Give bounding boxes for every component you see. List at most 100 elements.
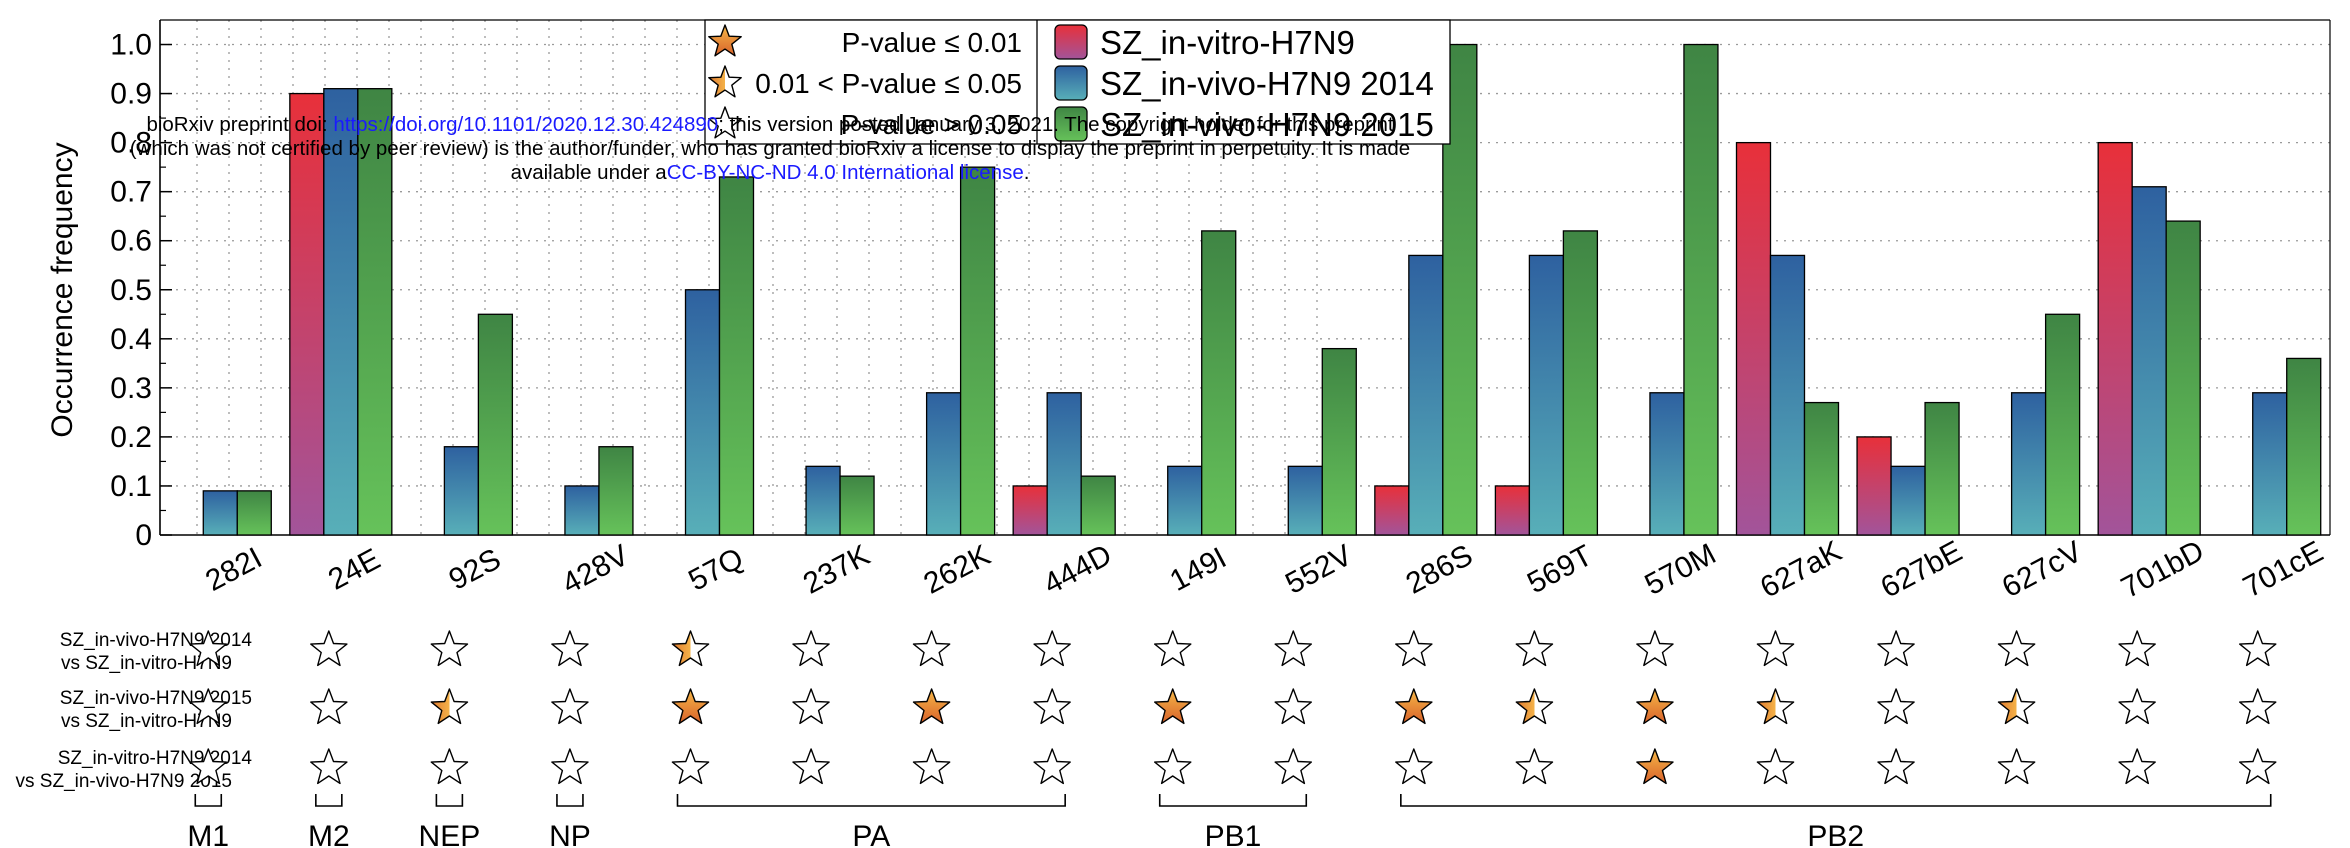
comparison-label-line1: SZ_in-vitro-H7N9 2014 (58, 748, 253, 769)
significance-star-444D-row-2 (1033, 688, 1071, 725)
x-tick-label: 24E (323, 543, 386, 597)
bar-569T-series-2 (1528, 254, 1565, 536)
bar-444D-series-2 (1046, 392, 1082, 536)
significance-star-149I-row-3 (1153, 748, 1192, 785)
bars (202, 43, 2322, 536)
bar-627cV-series-2 (2010, 392, 2047, 536)
significance-star-701cE-row-3 (2238, 748, 2277, 785)
comparison-label-line1: SZ_in-vivo-H7N9 2015 (60, 688, 252, 709)
y-tick-label: 0 (135, 519, 152, 552)
comparison-label-line2: vs SZ_in-vivo-H7N9 2015 (16, 771, 232, 792)
significance-star-701bD-row-1 (2118, 630, 2156, 667)
bar-627aK-series-2 (1769, 254, 1806, 536)
y-tick-label: 1.0 (110, 29, 152, 62)
notice-prefix: bioRxiv preprint doi: (146, 113, 334, 136)
significance-star-428V-row-3 (551, 748, 589, 785)
significance-star-627cV-row-1 (1997, 630, 2036, 667)
bar-57Q-series-3 (718, 176, 755, 536)
significance-star-282I-row-2 (189, 688, 228, 725)
x-tick-label: 262K (918, 539, 995, 601)
significance-star-92S-row-2 (430, 688, 469, 725)
doi-link[interactable]: https://doi.org/10.1101/2020.12.30.42489… (333, 113, 719, 136)
group-bracket-M1 (194, 794, 223, 807)
y-tick-label: 0.5 (110, 274, 152, 307)
significance-star-570M-row-1 (1636, 630, 1674, 667)
bar-428V-series-2 (564, 485, 600, 536)
notice-suffix: ; this version posted January 3, 2021. T… (718, 113, 1394, 136)
significance-star-627bE-row-3 (1877, 748, 1915, 785)
significance-star-570M-row-3 (1636, 748, 1674, 785)
x-tick-label: 569T (1522, 539, 1598, 600)
significance-star-701cE-row-1 (2238, 630, 2277, 667)
notice-line-3: available under aCC-BY-NC-ND 4.0 Interna… (80, 161, 1460, 185)
significance-star-286S-row-1 (1395, 630, 1433, 667)
x-tick-label: 282I (200, 541, 267, 598)
x-tick-label: 286S (1401, 539, 1478, 601)
preprint-notice: bioRxiv preprint doi: https://doi.org/10… (80, 113, 1460, 185)
y-tick-label: 0.1 (110, 470, 152, 503)
significance-star-444D-row-1 (1033, 630, 1071, 667)
significance-star-286S-row-2 (1395, 688, 1433, 725)
significance-star-92S-row-1 (430, 630, 469, 667)
significance-star-57Q-row-3 (671, 748, 710, 785)
legend-star-half (708, 65, 742, 98)
bar-569T-series-1 (1494, 485, 1531, 536)
bar-701bD-series-2 (2131, 186, 2167, 536)
y-axis-label: Occurrence frequency (46, 142, 79, 437)
bar-237K-series-3 (839, 475, 875, 536)
significance-star-570M-row-2 (1636, 688, 1674, 725)
bar-286S-series-1 (1374, 485, 1410, 536)
bar-444D-series-3 (1080, 475, 1116, 536)
significance-star-428V-row-2 (551, 688, 589, 725)
legend-swatch-series-2 (1054, 65, 1088, 101)
group-label-NEP: NEP (419, 820, 481, 848)
significance-star-237K-row-2 (792, 688, 830, 725)
y-tick-label: 0.7 (110, 176, 152, 209)
significance-star-552V-row-2 (1274, 688, 1313, 725)
significance-star-627aK-row-3 (1756, 748, 1795, 785)
significance-star-627cV-row-3 (1997, 748, 2036, 785)
significance-star-552V-row-3 (1274, 748, 1313, 785)
bar-262K-series-3 (959, 166, 996, 536)
bar-627aK-series-3 (1803, 401, 1840, 536)
y-tick-label: 0.9 (110, 78, 152, 111)
significance-star-24E-row-2 (310, 688, 348, 725)
group-bracket-PB2 (1400, 794, 2272, 807)
bar-149I-series-2 (1167, 465, 1203, 536)
x-tick-label: 627cV (1997, 535, 2088, 604)
bar-286S-series-2 (1408, 254, 1444, 536)
x-tick-label: 701cE (2238, 535, 2329, 604)
significance-star-627bE-row-1 (1877, 630, 1915, 667)
significance-star-627aK-row-1 (1756, 630, 1795, 667)
bar-627bE-series-1 (1856, 436, 1892, 536)
significance-star-428V-row-1 (551, 630, 589, 667)
significance-star-262K-row-1 (912, 630, 951, 667)
gene-groups: M1 M2 NEP NP PA PB1 PB2 (187, 794, 2272, 848)
bar-627aK-series-1 (1735, 141, 1772, 536)
x-tick-label: 701bD (2116, 534, 2210, 605)
bar-627bE-series-2 (1890, 465, 1926, 536)
group-label-PB1: PB1 (1205, 820, 1262, 848)
legend-swatch-series-1 (1054, 24, 1088, 60)
legend-star-none (708, 106, 742, 139)
y-tick-label: 0.8 (110, 127, 152, 160)
x-tick-label: 444D (1038, 538, 1117, 601)
x-tick-label: 627aK (1755, 535, 1847, 605)
y-tick-label: 0.3 (110, 372, 152, 405)
significance-star-24E-row-1 (310, 630, 348, 667)
group-bracket-NP (556, 794, 584, 807)
legend-series-label: SZ_in-vivo-H7N9 2014 (1100, 65, 1434, 102)
group-label-NP: NP (549, 820, 591, 848)
significance-star-444D-row-3 (1033, 748, 1071, 785)
bar-552V-series-3 (1321, 347, 1357, 536)
bar-149I-series-3 (1201, 230, 1237, 536)
significance-star-149I-row-1 (1153, 630, 1192, 667)
bar-552V-series-2 (1287, 465, 1323, 536)
significance-star-552V-row-1 (1274, 630, 1313, 667)
bar-92S-series-3 (477, 313, 514, 536)
license-link[interactable]: CC-BY-NC-ND 4.0 International license (666, 161, 1024, 184)
legend-star-full (708, 24, 742, 57)
significance-star-237K-row-1 (792, 630, 830, 667)
x-tick-label: 237K (798, 539, 875, 601)
significance-legend-label: P-value > 0.05 (841, 109, 1022, 140)
